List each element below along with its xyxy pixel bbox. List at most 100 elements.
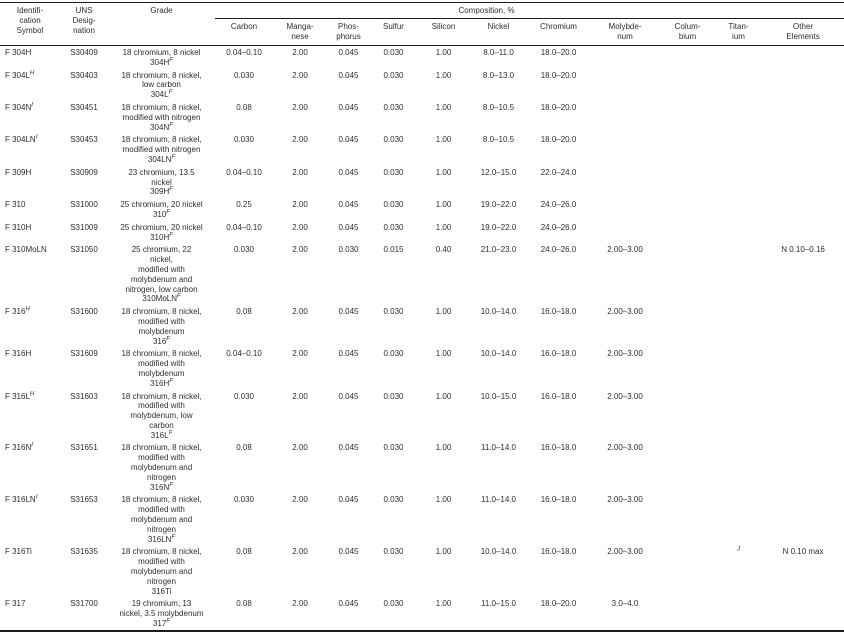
cell-columbium: [660, 390, 715, 442]
cell-chromium: 16.0–18.0: [540, 391, 577, 401]
cell-molybdenum: 2.00–3.00: [607, 443, 643, 453]
cell-sulfur: 0.030: [383, 391, 404, 401]
cell-phosphorus: 0.030: [338, 245, 359, 255]
cell-sulfur: 0.030: [383, 495, 404, 505]
cell-chromium: 16.0–18.0: [540, 307, 577, 317]
cell-columbium: [660, 243, 715, 305]
cell-molybdenum: 2.00–3.00: [607, 547, 643, 557]
cell-titanium: [715, 166, 762, 198]
cell-uns-designation: S30909: [70, 167, 98, 177]
cell-phosphorus: 0.045: [338, 222, 359, 232]
cell-other-elements: [762, 198, 844, 221]
cell-molybdenum: [590, 166, 660, 198]
cell-grade: 18 chromium, 8 nickel, modified with molyb…: [121, 443, 202, 492]
cell-phosphorus: 0.045: [338, 135, 359, 145]
cell-grade: 18 chromium, 8 nickel, modified with molyb…: [121, 391, 202, 440]
cell-nickel: 19.0–22.0: [480, 200, 517, 210]
cell-silicon: 1.00: [435, 391, 452, 401]
cell-columbium: [660, 221, 715, 244]
cell-grade: 25 chromium, 20 nickel 310F: [120, 200, 203, 219]
cell-phosphorus: 0.045: [338, 70, 359, 80]
cell-identification-symbol: F 316NI: [5, 442, 33, 453]
cell-sulfur: 0.015: [383, 245, 404, 255]
cell-other-elements: [762, 221, 844, 244]
cell-chromium: 16.0–18.0: [540, 349, 577, 359]
cell-carbon: 0.08: [236, 547, 252, 557]
cell-identification-symbol: F 316Ti: [5, 547, 32, 557]
cell-uns-designation: S31635: [70, 547, 98, 557]
cell-nickel: 19.0–22.0: [480, 222, 517, 232]
cell-silicon: 1.00: [435, 200, 452, 210]
cell-manganese: 2.00: [292, 443, 308, 453]
cell-molybdenum: [590, 198, 660, 221]
cell-uns-designation: S31653: [70, 495, 98, 505]
cell-carbon: 0.030: [233, 391, 255, 401]
cell-nickel: 11.0–14.0: [481, 495, 516, 505]
header-manganese: Manga-nese: [273, 18, 327, 46]
header-sulfur: Sulfur: [370, 18, 417, 46]
cell-sulfur: 0.030: [383, 349, 404, 359]
table-row: F 316Ti S31635 18 chromium, 8 nickel, mod…: [0, 545, 844, 597]
cell-uns-designation: S30403: [70, 70, 98, 80]
cell-manganese: 2.00: [292, 599, 308, 609]
header-identification-symbol: Identifi-cation Symbol: [0, 2, 60, 46]
cell-grade: 23 chromium, 13.5 nickel 309HF: [128, 167, 195, 197]
cell-nickel: 11.0–15.0: [481, 599, 516, 609]
cell-columbium: [660, 545, 715, 597]
cell-sulfur: 0.030: [383, 222, 404, 232]
cell-chromium: 22.0–24.0: [540, 167, 577, 177]
cell-identification-symbol: F 304LH: [5, 69, 35, 80]
cell-grade: 18 chromium, 8 nickel, modified with molyb…: [121, 495, 202, 544]
cell-titanium: [715, 441, 762, 493]
cell-columbium: [660, 597, 715, 630]
cell-manganese: 2.00: [292, 70, 308, 80]
cell-manganese: 2.00: [292, 245, 308, 255]
cell-chromium: 18.0–20.0: [540, 135, 577, 145]
cell-molybdenum: 2.00–3.00: [607, 495, 643, 505]
cell-silicon: 1.00: [435, 307, 452, 317]
cell-nickel: 8.0–10.5: [482, 102, 515, 112]
cell-uns-designation: S31603: [70, 391, 98, 401]
cell-phosphorus: 0.045: [338, 443, 359, 453]
cell-silicon: 1.00: [435, 547, 452, 557]
header-silicon: Silicon: [417, 18, 470, 46]
cell-uns-designation: S30453: [70, 135, 98, 145]
cell-manganese: 2.00: [292, 200, 308, 210]
cell-molybdenum: [590, 69, 660, 101]
cell-chromium: 18.0–20.0: [540, 48, 577, 57]
cell-columbium: [660, 347, 715, 389]
cell-molybdenum: 2.00–3.00: [607, 245, 643, 255]
cell-titanium: [715, 493, 762, 545]
cell-carbon: 0.030: [233, 70, 255, 80]
table-row: F 310MoLN S31050 25 chromium, 22 nickel, m…: [0, 243, 844, 305]
table-row: F 304H S30409 18 chromium, 8 nickel 304HF…: [0, 46, 844, 69]
cell-uns-designation: S31609: [70, 349, 98, 359]
cell-manganese: 2.00: [292, 349, 308, 359]
cell-sulfur: 0.030: [383, 443, 404, 453]
cell-sulfur: 0.030: [383, 599, 404, 609]
cell-phosphorus: 0.045: [338, 391, 359, 401]
cell-grade: 25 chromium, 22 nickel, modified with molyb…: [125, 245, 198, 304]
cell-grade: 18 chromium, 8 nickel, modified with nitr…: [121, 135, 202, 164]
header-carbon: Carbon: [215, 18, 273, 46]
cell-grade: 18 chromium, 8 nickel, low carbon 304LF: [121, 70, 202, 100]
table-row: F 316NI S31651 18 chromium, 8 nickel, mod…: [0, 441, 844, 493]
cell-nickel: 8.0–11.0: [483, 48, 514, 57]
cell-phosphorus: 0.045: [338, 495, 359, 505]
cell-molybdenum: 3.0–4.0: [611, 599, 639, 609]
cell-other-elements: [762, 133, 844, 165]
cell-manganese: 2.00: [292, 222, 308, 232]
header-chromium: Chromium: [527, 18, 590, 46]
cell-sulfur: 0.030: [383, 200, 404, 210]
cell-other-elements: [762, 46, 844, 69]
header-other-elements: Other Elements: [762, 18, 844, 46]
header-titanium: Titan-ium: [715, 18, 762, 46]
cell-silicon: 1.00: [435, 48, 452, 57]
cell-manganese: 2.00: [292, 547, 308, 557]
cell-uns-designation: S31651: [70, 443, 98, 453]
cell-silicon: 1.00: [435, 495, 452, 505]
cell-columbium: [660, 493, 715, 545]
cell-manganese: 2.00: [292, 135, 308, 145]
cell-molybdenum: 2.00–3.00: [607, 307, 643, 317]
